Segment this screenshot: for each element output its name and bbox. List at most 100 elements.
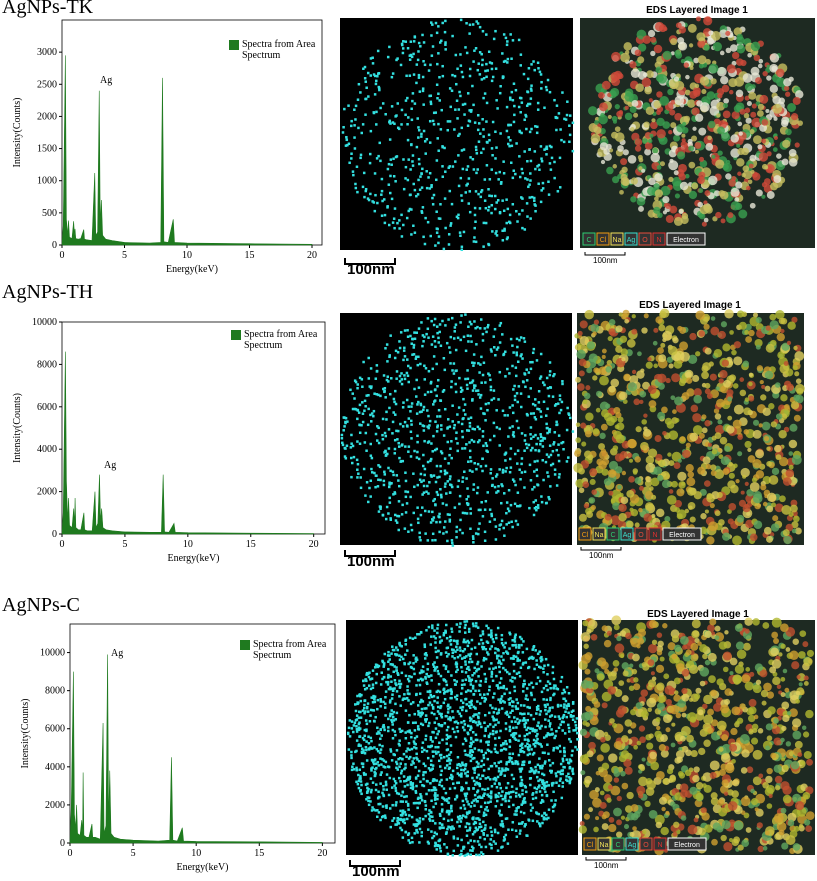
layered-grain [716,398,725,408]
map-dot [533,470,536,473]
map-dot [551,665,555,669]
map-dot [453,330,456,333]
x-tick-label: 5 [122,250,127,261]
map-dot [356,476,359,479]
map-dot [516,701,520,705]
map-dot [551,462,555,466]
layered-grain [729,44,738,52]
layered-grain [647,356,652,362]
layered-grain [630,196,637,203]
map-dot [497,795,500,798]
layered-grain [650,477,660,487]
layered-grain [654,435,662,443]
map-dot [384,112,387,116]
map-dot [406,490,410,494]
map-dot [419,362,422,366]
layered-grain [578,513,587,522]
layered-grain [645,361,653,369]
map-dot [411,721,415,725]
map-dot [417,820,421,823]
layered-grain [732,535,742,546]
layered-grain [658,354,667,363]
map-dot [488,667,491,671]
map-dot [552,441,556,444]
layered-grain [781,116,790,125]
map-dot [382,700,385,704]
layered-grain [676,513,683,520]
layered-grain [620,52,630,63]
layered-grain [780,394,788,402]
map-dot [562,140,566,144]
layered-grain [691,107,700,116]
map-dot [415,684,418,687]
map-dot [463,447,467,450]
map-dot [479,318,483,321]
map-dot [490,203,494,207]
map-dot [451,655,454,658]
map-dot [519,748,522,751]
map-dot [505,43,509,47]
map-dot [499,697,503,701]
map-dot [359,153,363,157]
map-dot [534,125,537,128]
layered-grain [717,447,722,453]
map-dot [351,407,355,411]
map-dot [487,743,490,747]
map-dot [389,663,392,666]
map-dot [407,405,410,408]
map-dot [480,189,484,192]
layered-grain [748,91,757,100]
map-dot [357,411,361,414]
layered-grain [644,148,652,156]
map-dot [439,765,442,768]
map-dot [469,512,473,515]
map-dot [493,828,497,832]
map-dot [530,748,533,751]
map-dot [511,709,514,713]
map-dot [438,847,442,850]
map-dot [410,143,413,146]
map-dot [471,23,475,26]
map-dot [549,453,553,457]
layered-grain [626,520,634,529]
map-dot [347,748,351,751]
map-dot [476,723,479,727]
map-dot [544,684,548,688]
map-dot [497,178,500,181]
map-dot [568,114,572,117]
map-dot [355,714,359,717]
map-dot [466,829,469,832]
map-dot [397,429,400,433]
layered-grain [673,76,680,82]
layered-grain [605,143,612,150]
map-dot [417,327,421,330]
map-dot [388,501,392,504]
map-dot [468,751,472,755]
layered-grain [698,212,706,220]
map-dot [520,462,523,466]
map-dot [463,792,467,796]
map-dot [469,416,473,419]
map-dot [494,795,498,799]
map-dot [541,445,545,448]
map-dot [403,355,407,358]
map-dot [381,102,385,105]
map-dot [395,683,398,687]
map-dot [354,408,358,411]
map-dot [363,409,366,412]
layered-grain [653,206,661,214]
map-dot [552,677,556,681]
layered-grain [735,181,743,189]
map-dot [555,420,558,424]
map-dot [354,118,357,121]
map-dot [476,128,480,132]
layered-grain [786,340,792,346]
map-dot [514,483,517,487]
map-dot [418,671,422,675]
map-dot [352,173,355,177]
map-dot [364,80,368,83]
map-dot [570,754,574,757]
map-dot [400,459,403,463]
map-dot [525,379,529,382]
map-dot [528,706,531,709]
